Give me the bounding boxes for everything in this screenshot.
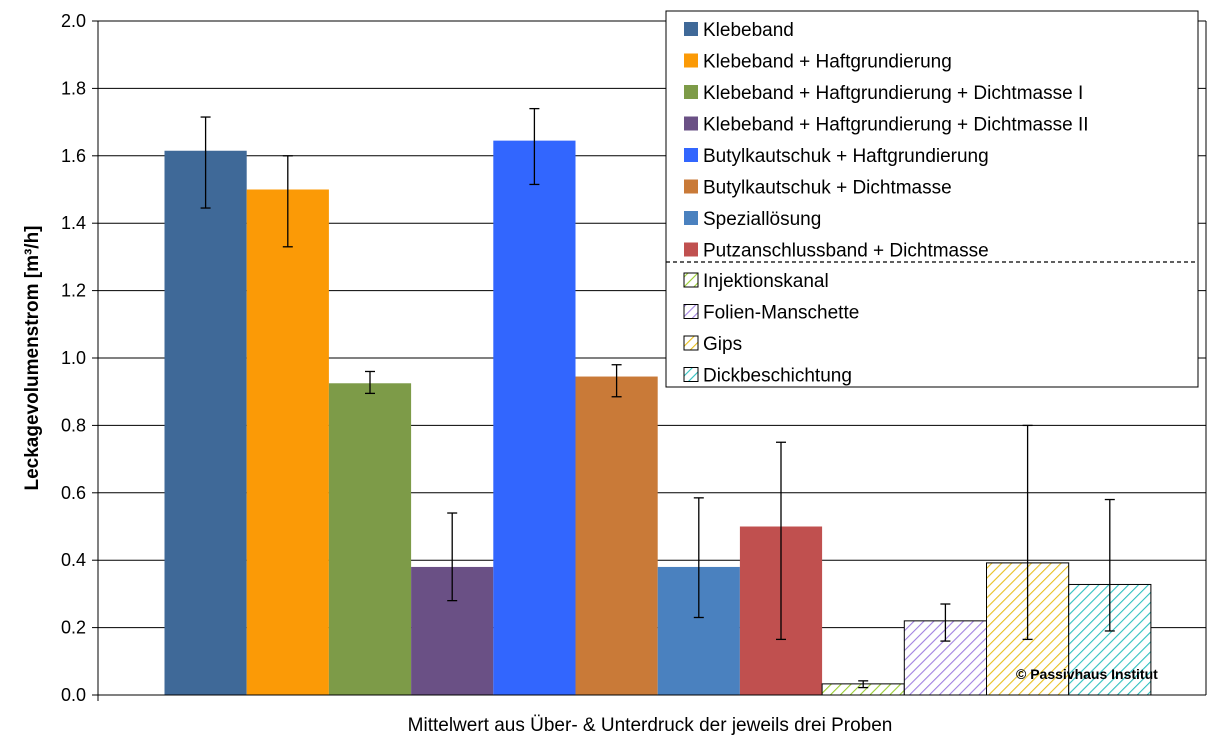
error-bar-6 <box>611 364 622 398</box>
error-bar-2 <box>282 155 293 248</box>
legend: Klebeband Klebeband + Haftgrundierung Kleb… <box>665 10 1199 388</box>
error-bar-9 <box>858 680 869 689</box>
y-tick-label: 2.0 <box>61 11 86 31</box>
y-tick-label: 0.2 <box>61 618 86 638</box>
error-bar-1 <box>200 116 211 209</box>
legend-swatch-5 <box>684 148 698 162</box>
y-tick-label: 0.0 <box>61 685 86 705</box>
bar-6 <box>575 376 658 695</box>
y-tick-label: 1.0 <box>61 348 86 368</box>
y-tick-label: 1.8 <box>61 78 86 98</box>
legend-swatch-1 <box>684 22 698 36</box>
legend-label-8: Putzanschlussband + Dichtmasse <box>703 241 989 262</box>
error-bar-12 <box>1104 498 1115 632</box>
x-axis-title: Mittelwert aus Über- & Unterdruck der je… <box>408 715 893 736</box>
legend-label-9: Injektionskanal <box>703 271 829 292</box>
legend-swatch-10 <box>683 304 699 319</box>
bar-5 <box>493 140 576 695</box>
error-bar-3 <box>365 370 375 395</box>
legend-swatch-2 <box>684 53 698 68</box>
legend-label-11: Gips <box>703 334 742 355</box>
error-bar-5 <box>529 107 540 186</box>
y-tick-label: 1.2 <box>61 281 86 301</box>
legend-swatch-11 <box>683 335 699 351</box>
legend-swatch-4 <box>684 116 698 131</box>
axes <box>92 20 1207 701</box>
y-tick-label: 0.8 <box>61 415 86 435</box>
legend-label-10: Folien-Manschette <box>703 303 859 324</box>
y-tick-labels: 0.0 0.2 0.4 0.6 0.8 1.0 1.2 1.4 1.6 1.8 2.0 <box>61 11 86 705</box>
y-tick-label: 1.6 <box>61 146 86 166</box>
bars <box>164 140 1152 696</box>
y-tick-label: 0.4 <box>61 550 86 570</box>
bar-3 <box>328 383 412 695</box>
error-bar-10 <box>940 603 951 642</box>
legend-label-3: Klebeband + Haftgrundierung + Dichtmasse… <box>703 83 1083 104</box>
legend-swatch-9 <box>683 272 699 288</box>
legend-swatch-8 <box>684 242 698 257</box>
legend-label-4: Klebeband + Haftgrundierung + Dichtmasse… <box>703 115 1089 136</box>
legend-label-7: Speziallösung <box>703 209 821 230</box>
legend-box <box>665 10 1199 388</box>
legend-swatch-6 <box>684 179 698 194</box>
error-bar-8 <box>776 441 786 641</box>
y-axis-title: Leckagevolumenstrom [m³/h] <box>22 226 43 491</box>
legend-label-6: Butylkautschuk + Dichtmasse <box>703 178 952 199</box>
error-bars <box>200 107 1115 689</box>
y-tick-label: 0.6 <box>61 483 86 503</box>
error-bar-11 <box>1022 424 1033 641</box>
copyright-annotation: © Passivhaus Institut <box>1016 666 1158 682</box>
error-bar-4 <box>447 512 458 602</box>
legend-swatch-12 <box>683 367 699 382</box>
error-bar-7 <box>693 497 704 619</box>
y-tick-label: 1.4 <box>61 213 86 233</box>
legend-swatch-7 <box>684 211 698 225</box>
bar-2 <box>246 189 329 695</box>
legend-label-5: Butylkautschuk + Haftgrundierung <box>703 146 989 167</box>
legend-label-1: Klebeband <box>703 20 794 41</box>
legend-label-2: Klebeband + Haftgrundierung <box>703 52 952 73</box>
legend-swatch-3 <box>684 85 698 99</box>
legend-label-12: Dickbeschichtung <box>703 366 852 387</box>
bar-1 <box>164 150 247 695</box>
